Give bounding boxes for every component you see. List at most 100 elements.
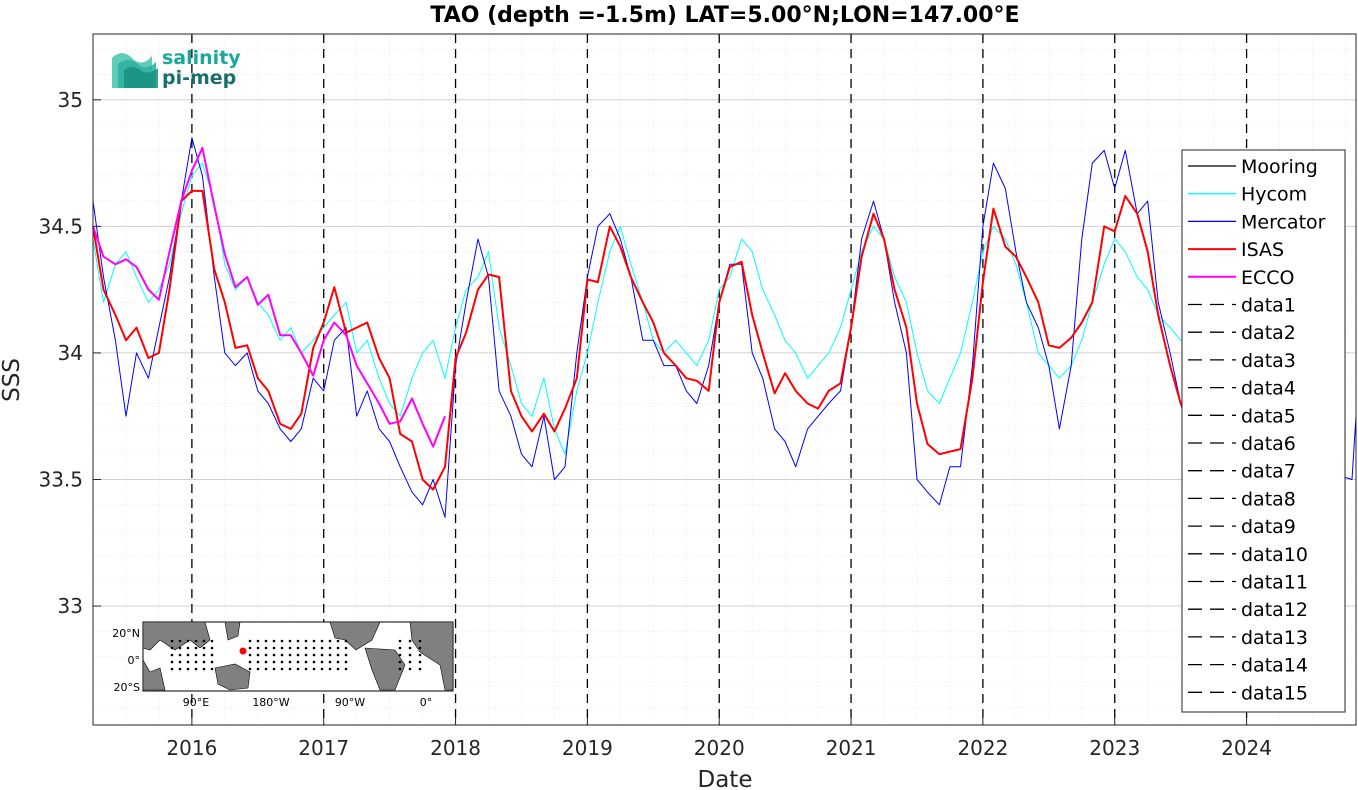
legend: Mooring Hycom Mercator ISAS ECCO data1 data2 da…: [1181, 149, 1346, 713]
legend-label: Mooring: [1241, 156, 1318, 178]
legend-label: data2: [1241, 322, 1296, 344]
legend-items: Mooring Hycom Mercator ISAS ECCO data1 data2 da…: [1188, 156, 1326, 704]
inset-mooring-dot: [272, 646, 276, 650]
inset-mooring-dot: [256, 660, 260, 664]
inset-mooring-dot: [320, 660, 324, 664]
inset-mooring-dot: [264, 653, 268, 657]
x-tick-label: 2020: [694, 736, 745, 760]
inset-mooring-dot: [170, 660, 174, 664]
inset-mooring-dot: [398, 660, 402, 664]
inset-mooring-dot: [186, 667, 190, 671]
inset-mooring-dot: [194, 639, 198, 643]
plot-area: [93, 34, 1356, 725]
inset-mooring-dot: [280, 660, 284, 664]
legend-label: data5: [1241, 405, 1296, 427]
inset-mooring-dot: [296, 667, 300, 671]
inset-mooring-dot: [296, 646, 300, 650]
inset-mooring-dot: [202, 660, 206, 664]
inset-mooring-dot: [202, 646, 206, 650]
legend-label: data7: [1241, 461, 1296, 483]
inset-mooring-dot: [186, 653, 190, 657]
inset-mooring-dot: [312, 667, 316, 671]
inset-mooring-dot: [398, 639, 402, 643]
logo-line-2: pi-mep: [162, 67, 236, 89]
inset-mooring-dot: [178, 639, 182, 643]
legend-label: data12: [1241, 599, 1308, 621]
inset-mooring-dot: [288, 639, 292, 643]
inset-mooring-dot: [344, 660, 348, 664]
logo-line-1: salinity: [162, 47, 241, 69]
inset-mooring-dot: [280, 667, 284, 671]
x-tick-label: 2019: [562, 736, 613, 760]
inset-mooring-dot: [194, 646, 198, 650]
inset-mooring-dot: [280, 653, 284, 657]
legend-box: [1181, 149, 1346, 713]
inset-mooring-dot: [256, 646, 260, 650]
y-axis-label: SSS: [0, 358, 25, 402]
x-tick-label: 2023: [1089, 736, 1140, 760]
x-axis-ticks: 2016 2017 2018 2019 2020 2021 2022 2023 2024: [166, 717, 1272, 760]
inset-mooring-dot: [304, 646, 308, 650]
inset-mooring-dot: [264, 646, 268, 650]
plot-frame: [92, 33, 1357, 726]
inset-mooring-dot: [264, 667, 268, 671]
inset-mooring-dot: [296, 660, 300, 664]
inset-mooring-dot: [264, 660, 268, 664]
inset-mooring-dot: [304, 660, 308, 664]
inset-mooring-dot: [288, 667, 292, 671]
legend-label: data10: [1241, 544, 1308, 566]
inset-mooring-dot: [288, 660, 292, 664]
legend-label: data8: [1241, 488, 1296, 510]
chart-title: TAO (depth =-1.5m) LAT=5.00°N;LON=147.00…: [430, 3, 1019, 28]
inset-mooring-dot: [288, 646, 292, 650]
inset-mooring-dot: [194, 667, 198, 671]
inset-mooring-dot: [418, 660, 422, 664]
y-tick-label: 35: [58, 88, 83, 112]
series-lines: [92, 137, 1357, 518]
inset-mooring-dot: [186, 646, 190, 650]
inset-mooring-dot: [202, 639, 206, 643]
inset-location-marker: [239, 647, 247, 655]
legend-label: data9: [1241, 516, 1296, 538]
inset-mooring-dot: [248, 639, 252, 643]
inset-mooring-dot: [418, 667, 422, 671]
inset-mooring-dot: [312, 653, 316, 657]
inset-mooring-dot: [248, 660, 252, 664]
legend-label: data3: [1241, 350, 1296, 372]
inset-mooring-dot: [328, 639, 332, 643]
inset-mooring-dot: [256, 653, 260, 657]
inset-mooring-dot: [336, 646, 340, 650]
legend-label: data14: [1241, 655, 1308, 677]
inset-mooring-dot: [320, 667, 324, 671]
inset-mooring-dot: [170, 639, 174, 643]
inset-mooring-dot: [248, 653, 252, 657]
inset-mooring-dot: [328, 667, 332, 671]
inset-mooring-dot: [418, 646, 422, 650]
inset-mooring-dot: [170, 667, 174, 671]
legend-label: Hycom: [1241, 184, 1307, 206]
inset-mooring-dot: [272, 639, 276, 643]
series-line-mercator: [92, 137, 1357, 518]
inset-lon-label-0: 0°: [420, 696, 433, 709]
inset-mooring-dot: [398, 646, 402, 650]
x-tick-label: 2017: [298, 736, 349, 760]
x-tick-label: 2016: [166, 736, 217, 760]
legend-label: data4: [1241, 378, 1296, 400]
inset-mooring-dot: [408, 660, 412, 664]
inset-mooring-dot: [178, 653, 182, 657]
salinity-pi-mep-logo: salinity pi-mep: [112, 47, 241, 89]
inset-mooring-dot: [312, 639, 316, 643]
x-tick-label: 2021: [826, 736, 877, 760]
inset-mooring-dot: [336, 639, 340, 643]
inset-mooring-dot: [418, 653, 422, 657]
y-axis-ticks: 33 33.5 34 34.5 35: [38, 88, 101, 618]
inset-mooring-dot: [272, 667, 276, 671]
y-tick-label: 33.5: [38, 467, 83, 491]
inset-mooring-dot: [408, 667, 412, 671]
y-tick-label: 34: [58, 341, 83, 365]
inset-mooring-dot: [296, 653, 300, 657]
inset-mooring-dot: [256, 667, 260, 671]
inset-land-masses: [142, 621, 454, 691]
inset-mooring-dot: [194, 653, 198, 657]
